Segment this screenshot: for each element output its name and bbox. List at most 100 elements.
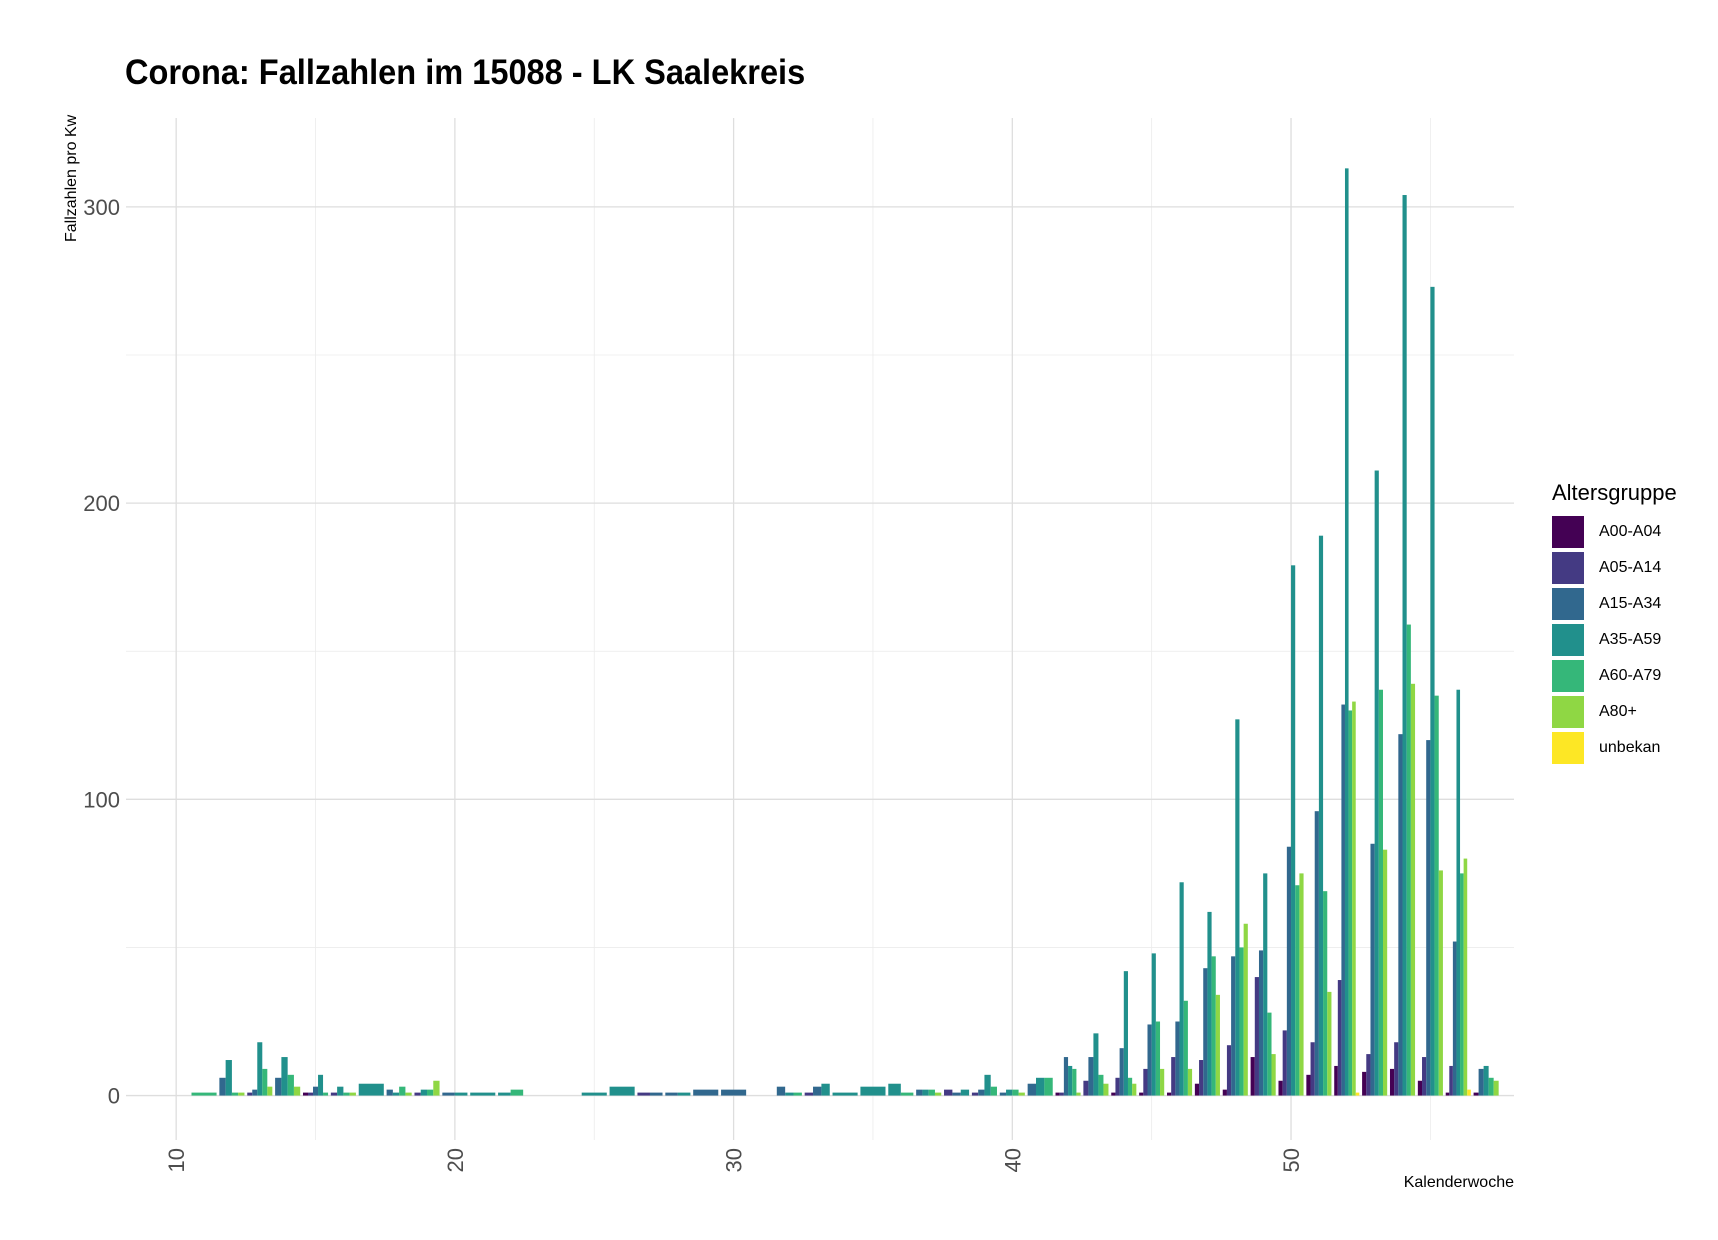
bar-kw40-a60-a79 — [1012, 1089, 1019, 1096]
bar-kw43-a60-a79 — [1098, 1074, 1104, 1096]
bar-kw17-a35-a59 — [358, 1083, 384, 1096]
legend-label: A80+ — [1599, 703, 1637, 720]
legend-item: A05-A14 — [1552, 550, 1677, 586]
bar-kw44-a35-a59 — [1123, 971, 1128, 1096]
legend-items: A00-A04 A05-A14 A15-A34 A35-A59 A60-A79 A80+ u… — [1552, 514, 1677, 766]
bar-kw52-unbekan — [1355, 1092, 1360, 1096]
bar-kw13-a15-a34 — [252, 1089, 258, 1096]
bar-kw43-a80plus — [1103, 1083, 1109, 1096]
bar-kw50-a60-a79 — [1295, 885, 1300, 1096]
legend-item: A15-A34 — [1552, 586, 1677, 622]
bar-kw20-a35-a59 — [454, 1092, 468, 1096]
bar-kw56-a80plus — [1463, 858, 1468, 1096]
bar-kw47-a05-a14 — [1199, 1060, 1204, 1096]
bar-kw54-a15-a34 — [1398, 734, 1403, 1096]
bar-kw46-a15-a34 — [1175, 1021, 1180, 1096]
bar-kw14-a80plus — [293, 1086, 301, 1096]
legend-item: A80+ — [1552, 694, 1677, 730]
legend-swatch — [1552, 588, 1584, 620]
bar-kw33-a05-a14 — [804, 1092, 814, 1096]
bar-kw48-a05-a14 — [1226, 1045, 1232, 1096]
bar-kw39-a35-a59 — [984, 1074, 991, 1096]
bar-kw15-a35-a59 — [318, 1074, 324, 1096]
bar-kw42-a35-a59 — [1068, 1065, 1073, 1096]
bar-kw36-a35-a59 — [888, 1083, 901, 1096]
bar-kw55-a15-a34 — [1426, 740, 1431, 1096]
bar-kw46-a05-a14 — [1171, 1057, 1176, 1096]
bars — [191, 168, 1499, 1096]
bar-kw45-a15-a34 — [1147, 1024, 1152, 1096]
bar-kw18-a35-a59 — [392, 1092, 400, 1096]
bar-kw13-a80plus — [267, 1086, 273, 1096]
bar-kw13-a60-a79 — [262, 1068, 268, 1096]
legend-item: unbekan — [1552, 730, 1677, 766]
bar-kw25-a35-a59 — [581, 1092, 607, 1096]
bar-kw16-a05-a14 — [330, 1092, 338, 1096]
legend-label: A60-A79 — [1599, 667, 1662, 684]
bar-kw37-a60-a79 — [928, 1089, 935, 1096]
bar-kw51-a00-a04 — [1306, 1074, 1311, 1096]
bar-kw52-a15-a34 — [1341, 704, 1345, 1096]
bar-kw44-a05-a14 — [1115, 1077, 1120, 1096]
legend-title: Altersgruppe — [1552, 480, 1677, 505]
bar-kw46-a35-a59 — [1179, 882, 1184, 1096]
bar-kw50-a05-a14 — [1282, 1030, 1287, 1096]
legend-item: A00-A04 — [1552, 514, 1677, 550]
x-tick-label: 50 — [1279, 1148, 1304, 1172]
bar-kw47-a35-a59 — [1207, 911, 1212, 1096]
legend: Altersgruppe A00-A04 A05-A14 A15-A34 A35-A5… — [1552, 480, 1677, 766]
bar-kw16-a60-a79 — [343, 1092, 350, 1096]
bar-kw38-a35-a59 — [960, 1089, 970, 1096]
x-tick-label: 10 — [164, 1148, 189, 1172]
bar-kw48-a35-a59 — [1235, 719, 1240, 1096]
legend-item: A60-A79 — [1552, 658, 1677, 694]
bar-kw39-a05-a14 — [971, 1092, 979, 1096]
bar-kw48-a00-a04 — [1222, 1089, 1227, 1096]
bar-kw46-a80plus — [1187, 1068, 1193, 1096]
bar-kw54-a05-a14 — [1394, 1042, 1399, 1096]
bar-kw53-a05-a14 — [1366, 1054, 1371, 1096]
bar-kw28-a35-a59 — [677, 1092, 691, 1096]
bar-kw54-a35-a59 — [1402, 195, 1407, 1096]
bar-kw35-a35-a59 — [860, 1086, 886, 1096]
bar-kw47-a60-a79 — [1211, 956, 1216, 1096]
x-tick-label: 20 — [443, 1148, 468, 1172]
bar-kw39-a60-a79 — [990, 1086, 997, 1096]
bar-kw21-a35-a59 — [470, 1092, 496, 1096]
bar-kw37-a35-a59 — [922, 1089, 929, 1096]
bar-kw42-a60-a79 — [1072, 1068, 1077, 1096]
bar-kw16-a80plus — [349, 1092, 356, 1096]
legend-label: unbekan — [1599, 739, 1661, 756]
bar-kw51-a60-a79 — [1323, 891, 1328, 1096]
bar-kw19-a80plus — [433, 1080, 440, 1096]
bar-kw18-a80plus — [405, 1092, 412, 1096]
bar-kw57-a35-a59 — [1483, 1065, 1489, 1096]
legend-swatch — [1552, 660, 1584, 692]
bar-kw50-a80plus — [1299, 873, 1304, 1096]
bar-kw40-a35-a59 — [1006, 1089, 1013, 1096]
bar-kw44-a60-a79 — [1127, 1077, 1133, 1096]
bar-kw13-a05-a14 — [247, 1092, 253, 1096]
bar-kw52-a05-a14 — [1337, 980, 1342, 1096]
bar-kw46-a60-a79 — [1183, 1000, 1188, 1096]
bar-kw42-a15-a34 — [1063, 1057, 1069, 1096]
bar-kw48-a60-a79 — [1239, 947, 1244, 1096]
bar-kw44-a15-a34 — [1119, 1048, 1124, 1096]
bar-kw42-a80plus — [1076, 1092, 1081, 1096]
bar-kw33-a15-a34 — [813, 1086, 822, 1096]
y-tick-label: 300 — [83, 195, 120, 220]
bar-kw45-a35-a59 — [1151, 953, 1156, 1096]
bar-kw47-a15-a34 — [1203, 968, 1208, 1096]
chart-title: Corona: Fallzahlen im 15088 - LK Saalekr… — [125, 53, 806, 92]
bar-kw38-a05-a14 — [944, 1089, 953, 1096]
x-axis-label: Kalenderwoche — [1404, 1174, 1514, 1191]
bar-kw45-a00-a04 — [1139, 1092, 1144, 1096]
bar-kw12-a35-a59 — [225, 1060, 232, 1096]
bar-kw51-a35-a59 — [1318, 535, 1324, 1096]
bar-kw44-a00-a04 — [1111, 1092, 1116, 1096]
bar-kw37-a15-a34 — [916, 1089, 923, 1096]
bar-kw53-a35-a59 — [1374, 470, 1379, 1096]
bar-kw49-a80plus — [1271, 1054, 1276, 1096]
bar-kw55-a60-a79 — [1434, 695, 1439, 1096]
bar-kw32-a15-a34 — [776, 1086, 786, 1096]
